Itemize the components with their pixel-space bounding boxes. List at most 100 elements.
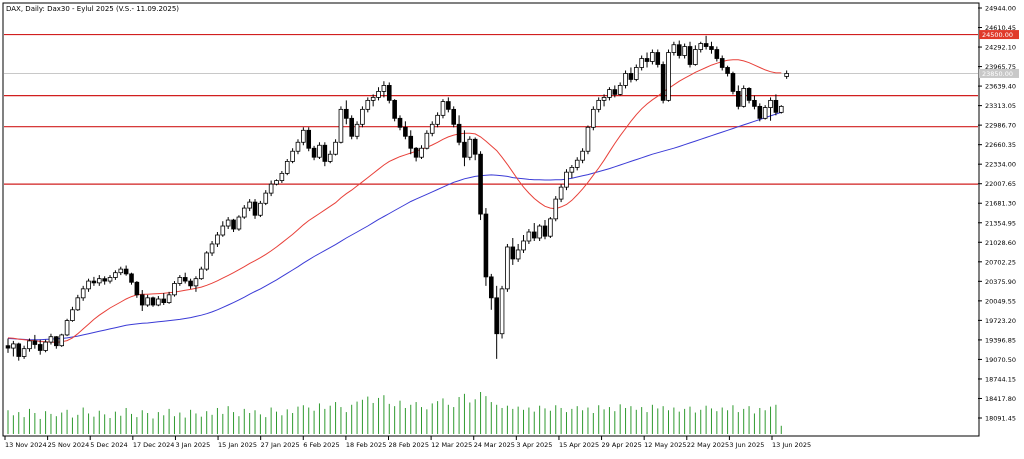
candle-body bbox=[268, 183, 274, 194]
candle-body bbox=[505, 246, 510, 290]
candle bbox=[746, 87, 752, 104]
candle-body bbox=[644, 58, 650, 62]
candle bbox=[596, 97, 601, 113]
candle bbox=[32, 334, 38, 349]
y-tick-label: 19070.50 bbox=[985, 356, 1016, 364]
candle bbox=[413, 147, 419, 162]
candle bbox=[344, 100, 349, 125]
candle bbox=[21, 345, 27, 359]
x-tick-label: 17 Dec 2024 bbox=[133, 441, 175, 449]
candle-body bbox=[440, 101, 446, 116]
candle bbox=[537, 224, 542, 241]
y-tick-label: 21681.30 bbox=[985, 200, 1016, 208]
candle-body bbox=[32, 340, 38, 345]
candle bbox=[11, 340, 16, 357]
candle-body bbox=[435, 114, 440, 125]
candle bbox=[531, 223, 537, 241]
candle-body bbox=[354, 123, 360, 137]
candle bbox=[553, 196, 559, 222]
candle-body bbox=[107, 277, 113, 282]
y-tick-label: 19723.20 bbox=[985, 317, 1016, 325]
candle bbox=[156, 296, 161, 307]
candle bbox=[37, 339, 43, 355]
candle-body bbox=[54, 336, 59, 347]
candle-body bbox=[193, 278, 199, 287]
candle-body bbox=[773, 99, 779, 113]
candle bbox=[440, 99, 446, 119]
candle-body bbox=[515, 249, 521, 260]
candle-body bbox=[284, 161, 290, 174]
candle-body bbox=[236, 216, 242, 230]
candle-body bbox=[709, 46, 714, 50]
candle bbox=[419, 145, 424, 160]
candle-body bbox=[274, 180, 279, 185]
candle-body bbox=[48, 336, 54, 343]
candle bbox=[483, 208, 489, 286]
level-price-label-bg bbox=[979, 30, 1019, 40]
candle-body bbox=[64, 320, 70, 336]
candle bbox=[435, 112, 440, 128]
candle bbox=[301, 127, 306, 146]
x-tick-label: 3 Apr 2025 bbox=[516, 441, 552, 449]
candle-body bbox=[166, 294, 172, 304]
candle-body bbox=[70, 309, 75, 321]
candle bbox=[462, 130, 467, 167]
x-tick-label: 29 Apr 2025 bbox=[602, 441, 642, 449]
candle bbox=[660, 61, 666, 104]
candle-body bbox=[43, 341, 48, 351]
candle bbox=[456, 115, 462, 146]
candle-body bbox=[499, 288, 505, 335]
x-tick-label: 3 Jun 2025 bbox=[729, 441, 764, 449]
candle bbox=[698, 41, 704, 53]
candle-body bbox=[403, 126, 408, 137]
candle bbox=[27, 338, 32, 352]
candle-body bbox=[338, 108, 344, 143]
candle bbox=[397, 115, 403, 131]
candle-body bbox=[123, 268, 129, 275]
candle bbox=[311, 145, 317, 161]
candle-body bbox=[531, 231, 537, 239]
candle bbox=[392, 99, 397, 122]
current-price-label-bg bbox=[979, 68, 1019, 78]
candle bbox=[365, 97, 371, 113]
candle bbox=[494, 285, 499, 359]
candle bbox=[548, 217, 553, 238]
candle-body bbox=[172, 283, 177, 296]
candle-body bbox=[494, 297, 499, 335]
x-tick-label: 6 Feb 2025 bbox=[303, 441, 339, 449]
candle bbox=[386, 82, 392, 104]
candle-body bbox=[311, 147, 317, 158]
candle bbox=[188, 278, 193, 289]
candle bbox=[59, 333, 64, 347]
candle bbox=[139, 290, 145, 311]
candle bbox=[580, 148, 585, 164]
candle-body bbox=[676, 44, 682, 56]
candle bbox=[370, 94, 376, 107]
candle bbox=[107, 275, 113, 284]
candle-body bbox=[596, 99, 601, 110]
candle-body bbox=[714, 49, 720, 59]
candle-body bbox=[736, 91, 741, 107]
candle bbox=[91, 276, 97, 286]
candle bbox=[612, 85, 618, 98]
candle bbox=[48, 333, 54, 345]
candle bbox=[317, 142, 322, 160]
candle-body bbox=[209, 243, 215, 254]
candle-body bbox=[682, 46, 687, 56]
candle-body bbox=[660, 64, 666, 101]
candle-body bbox=[263, 192, 269, 204]
candle-body bbox=[429, 123, 435, 134]
x-tick-label: 15 Jan 2025 bbox=[218, 441, 257, 449]
candle bbox=[150, 296, 156, 307]
candle bbox=[145, 294, 150, 307]
candle bbox=[86, 278, 91, 292]
y-tick-label: 21354.95 bbox=[985, 219, 1016, 227]
candle bbox=[172, 281, 177, 297]
candle bbox=[478, 151, 483, 221]
candle bbox=[161, 293, 167, 306]
candle bbox=[773, 94, 779, 116]
candle bbox=[64, 318, 70, 337]
candle-body bbox=[16, 343, 22, 357]
candle-body bbox=[580, 150, 585, 161]
